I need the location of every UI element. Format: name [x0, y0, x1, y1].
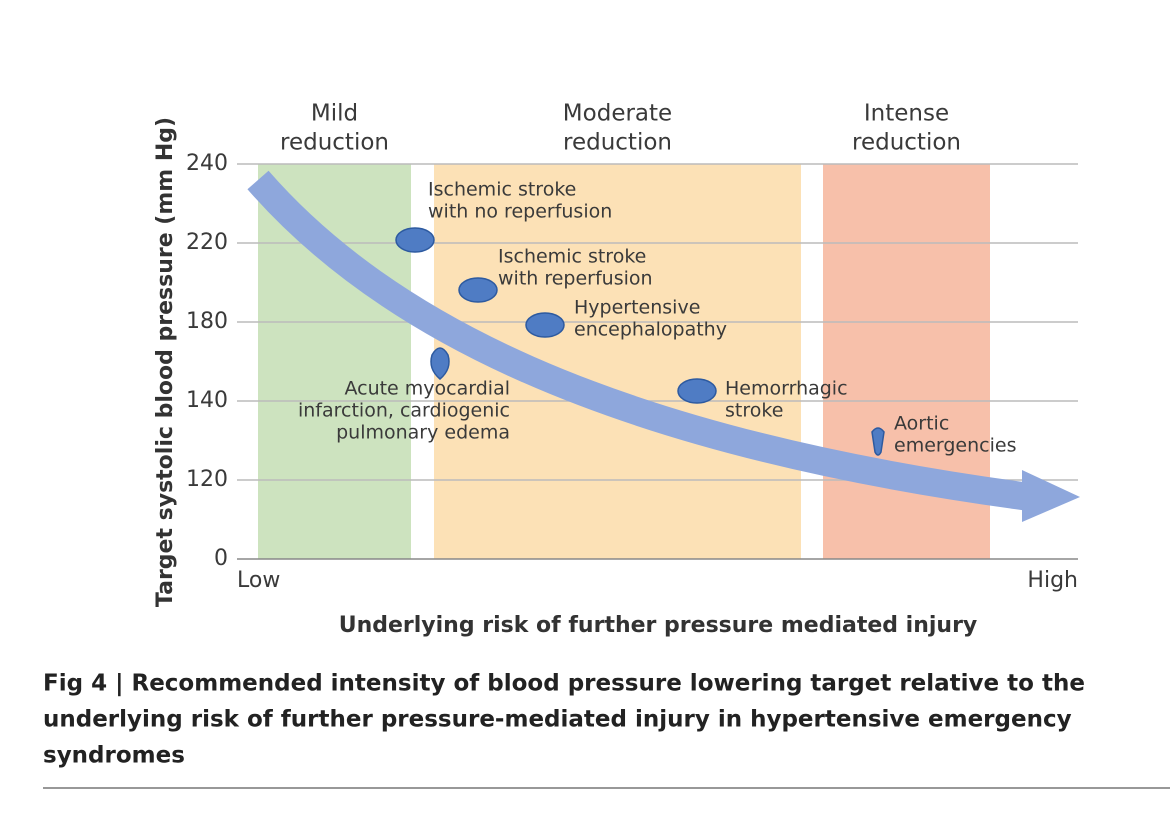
y-tick-label: 180	[186, 309, 228, 334]
arrow-head	[1022, 470, 1080, 522]
annotation: stroke	[725, 400, 783, 422]
annotation: infarction, cardiogenic	[298, 400, 510, 422]
band-label: reduction	[280, 130, 389, 156]
labels: 0 120 140 180 220 240 Mild reduction Moderate red…	[43, 101, 1085, 769]
brain-icon	[677, 378, 717, 404]
brain-icon	[525, 312, 565, 338]
y-tick-label: 120	[186, 467, 228, 492]
y-tick-label: 220	[186, 230, 228, 255]
brain-icon	[395, 227, 435, 253]
y-tick-label: 240	[186, 151, 228, 176]
annotation: Aortic	[894, 413, 949, 435]
caption: Fig 4 | Recommended intensity of blood p…	[43, 671, 1085, 697]
icons	[395, 227, 885, 456]
band-label: Moderate	[563, 101, 672, 127]
annotation: Hypertensive	[574, 297, 700, 319]
aorta-icon	[871, 427, 885, 456]
band-label: Intense	[864, 101, 949, 127]
annotation: encephalopathy	[574, 319, 727, 341]
y-tick-label: 140	[186, 388, 228, 413]
bands	[258, 164, 990, 559]
annotation: Hemorrhagic	[725, 378, 848, 400]
band	[258, 164, 411, 559]
caption: syndromes	[43, 743, 185, 769]
band-label: Mild	[311, 101, 358, 127]
band-label: reduction	[852, 130, 961, 156]
grid	[237, 163, 1078, 560]
heart-icon	[430, 347, 450, 380]
brain-icon	[458, 277, 498, 303]
x-high-label: High	[1027, 568, 1078, 593]
annotation: Acute myocardial	[344, 378, 510, 400]
y-axis-title: Target systolic blood pressure (mm Hg)	[153, 117, 178, 607]
band-label: reduction	[563, 130, 672, 156]
annotation: Ischemic stroke	[428, 179, 576, 201]
arrow	[247, 170, 1032, 511]
y-tick-label: 0	[214, 546, 228, 571]
annotation: emergencies	[894, 435, 1016, 457]
annotation: with no reperfusion	[428, 201, 612, 223]
annotation: with reperfusion	[498, 268, 653, 290]
x-low-label: Low	[237, 568, 280, 593]
x-axis-title: Underlying risk of further pressure medi…	[339, 613, 978, 638]
caption: underlying risk of further pressure-medi…	[43, 707, 1072, 733]
annotation: Ischemic stroke	[498, 246, 646, 268]
annotation: pulmonary edema	[336, 422, 510, 444]
